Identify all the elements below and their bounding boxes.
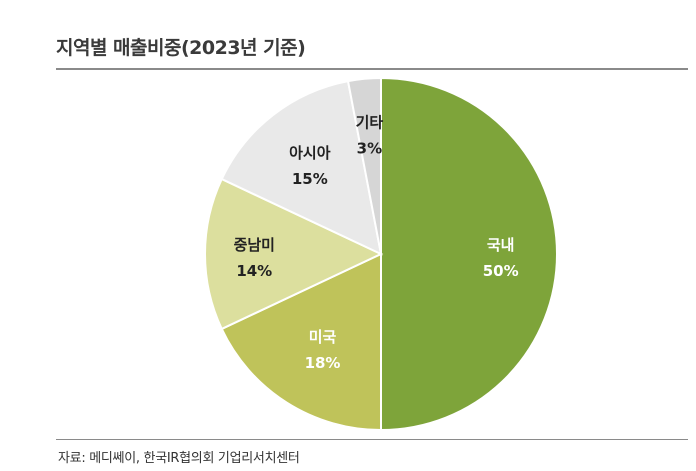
pie-slice-5: [346, 76, 382, 255]
pie-slice-2: [220, 252, 382, 432]
slice-value-label: 3%: [357, 139, 382, 157]
slice-category-label: 미국: [309, 328, 337, 346]
chart-title: 지역별 매출비중(2023년 기준): [56, 37, 306, 59]
pie-slice-3: [204, 177, 384, 331]
source-note: 자료: 메디쎄이, 한국IR협의회 기업리서치센터: [58, 451, 300, 466]
pie-slice-4: [220, 79, 383, 256]
slice-value-label: 14%: [236, 262, 272, 280]
slice-category-label: 아시아: [289, 144, 331, 162]
pie-slices: [204, 76, 558, 432]
slice-category-label: 국내: [487, 236, 515, 254]
slice-value-label: 15%: [292, 170, 328, 188]
pie-labels: 국내 50% 미국 18% 중남미 14% 아시아 15% 기타 3%: [234, 113, 519, 372]
slice-value-label: 18%: [305, 354, 341, 372]
slice-category-label: 기타: [356, 113, 384, 131]
title-divider: [56, 68, 688, 70]
source-divider: [56, 439, 688, 440]
pie-slice-1: [380, 76, 558, 432]
slice-category-label: 중남미: [234, 236, 275, 254]
slice-value-label: 50%: [483, 262, 519, 280]
